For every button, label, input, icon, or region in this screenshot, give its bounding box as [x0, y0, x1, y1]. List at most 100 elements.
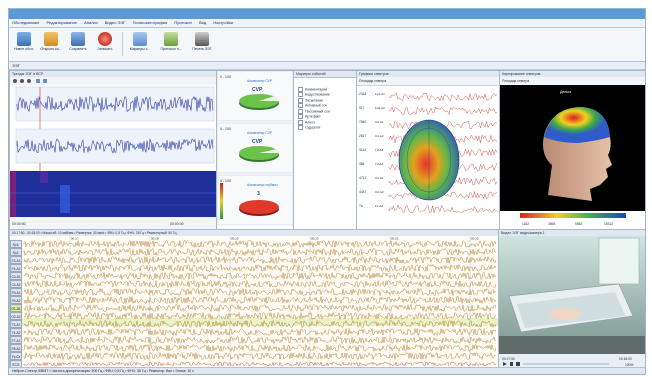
head-map-view: Дельта 1162 3893 9563 16312: [500, 85, 645, 226]
eeg-trace: [23, 303, 497, 313]
video-frame: 00:17:50 00:18:00 100%: [499, 236, 645, 367]
time-mark: 00:22: [471, 237, 479, 241]
spectra-channel-label: O1-A1: [375, 176, 384, 180]
eeg-trace: [23, 271, 497, 281]
scale-tick: 16312: [604, 222, 613, 226]
spectra-channel-label: C3-A1: [375, 120, 384, 124]
open-card-button[interactable]: Открыть ко...: [38, 30, 64, 58]
scale-tick: 3893: [548, 222, 556, 226]
tab-video-eeg[interactable]: Видео ЭЭГ: [104, 20, 126, 25]
channel-label[interactable]: P4-A2: [10, 295, 22, 304]
eeg-trace: [23, 239, 497, 249]
eeg-trend-chart: 00:00:00 00:00:00: [10, 85, 216, 229]
channel-label[interactable]: Fp2-A2: [10, 247, 22, 263]
protocol-icon: [164, 32, 178, 46]
spectra-channel-label: Fp1-A1: [375, 92, 385, 96]
spectra-channel-label: Fz-A2: [375, 204, 383, 208]
eeg-trace: [23, 351, 497, 361]
raw-eeg-panel: 00:17:50 - 00:18:00 • Масштаб: 10 мкВ/мм…: [9, 229, 499, 368]
gauge-2-caption: Анализатор CVP: [247, 131, 272, 135]
document-tab-eeg[interactable]: ЭЭГ: [12, 63, 20, 68]
video-time-right: 00:18:00: [619, 357, 632, 361]
marker-item[interactable]: Засыпание: [294, 97, 356, 103]
spectrum-trace: [388, 204, 498, 214]
tab-psg[interactable]: Полисомнография: [132, 20, 168, 25]
ribbon-toolbar: Новое обсл. Открыть ко... Сохранить Запи…: [9, 28, 645, 62]
time-mark: 00:18: [151, 237, 159, 241]
channel-label[interactable]: F8-A2: [10, 343, 22, 352]
record-button[interactable]: Записать: [92, 30, 118, 58]
eeg-trace: [23, 327, 497, 337]
new-exam-button[interactable]: Новое обсл.: [11, 30, 37, 58]
depth-scale: [220, 183, 223, 219]
channel-label[interactable]: O2-A2: [10, 311, 22, 320]
tab-protocol[interactable]: Протокол: [174, 20, 192, 25]
channel-label[interactable]: Fp1-A1: [10, 239, 22, 255]
spectrum-trace: [388, 92, 498, 102]
eeg-trace: [23, 255, 497, 265]
spectra-row-value: 384: [359, 162, 365, 166]
print-eeg-button[interactable]: Печать ЭЭГ: [189, 30, 215, 58]
marker-item[interactable]: Комментарий: [294, 87, 356, 92]
channel-label[interactable]: T3-A1: [10, 319, 22, 328]
channel-label[interactable]: F4-A2: [10, 263, 22, 272]
marker-item[interactable]: Бодрствование: [294, 92, 356, 98]
spectra-channel-label: T3-A1: [375, 148, 384, 152]
channel-label[interactable]: C4-A2: [10, 279, 22, 288]
status-text: Нейрон-Спектр-5/ВМТ • Частота дискретиза…: [12, 369, 194, 373]
spectra-channel-label: T4-A2: [375, 162, 384, 166]
marker-item[interactable]: Артефакт: [294, 114, 356, 120]
forward-icon: [27, 79, 31, 83]
ribbon-tabs: Обследование Редактирование Анализ Видео…: [9, 19, 645, 28]
spectra-channel-label: Fp2-A2: [375, 106, 385, 110]
timeline-start: 00:00:00: [12, 222, 26, 226]
video-zoom: 100%: [625, 363, 634, 367]
tab-settings[interactable]: Настройки: [213, 20, 233, 25]
channel-label[interactable]: Fz-Cz: [10, 351, 22, 360]
eeg-trace: [23, 295, 497, 305]
gauge-2-range: 0 - 100: [220, 127, 231, 131]
highlight-band: [10, 318, 498, 326]
spectra-row-value: 3114: [359, 148, 366, 152]
markers-button[interactable]: Маркеры с...: [127, 30, 153, 58]
eeg-trace: [23, 335, 497, 345]
title-bar: [9, 9, 645, 19]
eeg-trace: [23, 263, 497, 273]
marker-item[interactable]: Судороги: [294, 124, 356, 130]
time-mark: 00:21: [391, 237, 399, 241]
spectra-row-value: 4447: [359, 190, 367, 194]
channel-label[interactable]: P3-A1: [10, 287, 22, 296]
eeg-trace: [23, 287, 497, 297]
video-time-left: 00:17:50: [502, 357, 515, 361]
tab-analysis[interactable]: Анализ: [84, 20, 98, 25]
scale-tick: 1162: [522, 222, 529, 226]
infant: [549, 308, 581, 320]
channel-label[interactable]: ECG: [10, 359, 22, 367]
channel-label[interactable]: C3-A1: [10, 271, 22, 280]
time-mark: 00:20: [311, 237, 319, 241]
channel-label[interactable]: O1-A1: [10, 303, 22, 312]
protocol-button[interactable]: Протокол п...: [158, 30, 184, 58]
marker-item[interactable]: Активный сон: [294, 103, 356, 109]
save-icon: [71, 32, 85, 46]
marker-item[interactable]: Апноэ: [294, 119, 356, 125]
tab-exam[interactable]: Обследование: [12, 20, 40, 25]
document-tab-bar: ЭЭГ: [9, 62, 645, 70]
gauge-1-range: 0 - 100: [220, 75, 231, 79]
channel-label[interactable]: T4-A2: [10, 327, 22, 336]
tab-view[interactable]: Вид: [198, 20, 207, 25]
eeg-trace: [23, 311, 496, 321]
channel-label[interactable]: F3-A1: [10, 255, 22, 264]
trend-toolbar-icons[interactable]: [10, 77, 216, 85]
video-controls[interactable]: [503, 362, 609, 366]
tab-edit[interactable]: Редактирование: [46, 20, 77, 25]
scalp-map: [544, 107, 610, 143]
spectra-row-value: 917: [359, 106, 365, 110]
zoom-icon: [36, 79, 40, 83]
record-icon: [98, 32, 112, 46]
save-button[interactable]: Сохранить: [65, 30, 91, 58]
marker-item[interactable]: Пассивный сон: [294, 108, 356, 114]
channel-label[interactable]: F7-A1: [10, 335, 22, 344]
play-icon: [20, 79, 24, 83]
eeg-trace: [23, 361, 497, 367]
